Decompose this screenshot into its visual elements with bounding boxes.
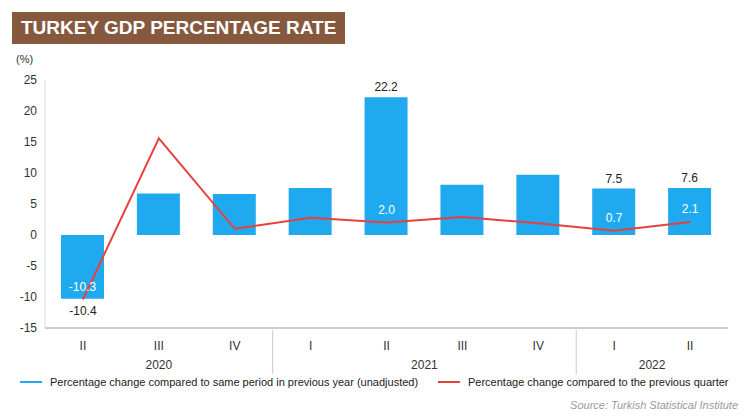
svg-text:I: I: [612, 339, 615, 353]
svg-text:IV: IV: [533, 339, 544, 353]
svg-text:III: III: [457, 339, 467, 353]
svg-text:22.2: 22.2: [374, 80, 398, 94]
html-text:TURKEY GDP PERCENTAGE RATE: TURKEY GDP PERCENTAGE RATE: [21, 17, 337, 38]
svg-text:-5: -5: [26, 259, 37, 273]
svg-text:2022: 2022: [639, 358, 666, 372]
svg-text:III: III: [154, 339, 164, 353]
svg-text:0: 0: [30, 228, 37, 242]
svg-text:0.7: 0.7: [606, 211, 623, 225]
svg-text:10: 10: [24, 166, 38, 180]
svg-text:15: 15: [24, 135, 38, 149]
svg-text:7.5: 7.5: [605, 172, 622, 186]
svg-text:-10.3: -10.3: [69, 280, 97, 294]
svg-text:-15: -15: [20, 321, 38, 335]
svg-text:II: II: [687, 339, 694, 353]
svg-text:II: II: [80, 339, 87, 353]
svg-text:25: 25: [24, 73, 38, 87]
svg-text:I: I: [309, 339, 312, 353]
svg-text:7.6: 7.6: [681, 171, 698, 185]
svg-text:IV: IV: [229, 339, 240, 353]
svg-text:II: II: [383, 339, 390, 353]
html-text:Percentage change compared to: Percentage change compared to same perio…: [50, 376, 419, 388]
svg-text:2021: 2021: [411, 358, 438, 372]
svg-text:-10.4: -10.4: [69, 304, 97, 318]
svg-text:2.1: 2.1: [682, 202, 699, 216]
svg-text:5: 5: [30, 197, 37, 211]
svg-text:-10: -10: [20, 290, 38, 304]
svg-text:20: 20: [24, 104, 38, 118]
html-text:Percentage change compared to: Percentage change compared to the previo…: [468, 376, 729, 388]
svg-text:2.0: 2.0: [378, 203, 395, 217]
svg-text:2020: 2020: [145, 358, 172, 372]
html-text:Source: Turkish Statistical In: Source: Turkish Statistical Institute: [570, 399, 738, 411]
